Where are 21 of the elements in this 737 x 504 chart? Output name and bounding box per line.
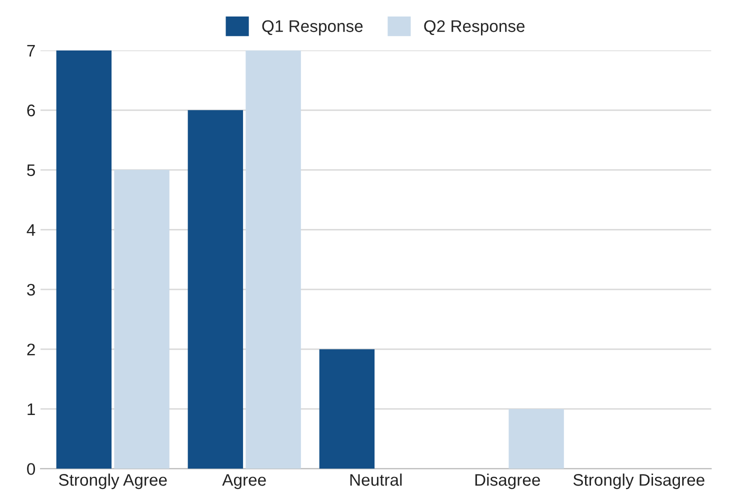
x-tick-label: Strongly Agree xyxy=(58,474,167,490)
y-tick-label: 3 xyxy=(27,284,35,296)
bar xyxy=(246,50,301,469)
x-tick-label: Strongly Disagree xyxy=(573,474,704,490)
x-tick-label: Disagree xyxy=(475,474,540,490)
bar xyxy=(114,170,170,469)
y-tick-label: 0 xyxy=(27,463,36,475)
bar xyxy=(319,349,375,469)
y-tick-label: 6 xyxy=(27,104,35,116)
x-tick-label: Agree xyxy=(222,474,266,490)
y-tick-label: 1 xyxy=(28,404,35,415)
y-tick-label: 7 xyxy=(27,44,35,56)
bar xyxy=(56,50,112,469)
bar xyxy=(188,110,244,469)
legend-label: Q2 Response xyxy=(424,20,525,36)
bar xyxy=(508,408,564,469)
y-tick-label: 5 xyxy=(27,164,35,176)
y-tick-label: 4 xyxy=(26,224,36,236)
y-tick-label: 2 xyxy=(27,344,35,356)
x-tick-label: Neutral xyxy=(350,474,402,486)
legend-label: Q1 Response xyxy=(262,20,363,36)
